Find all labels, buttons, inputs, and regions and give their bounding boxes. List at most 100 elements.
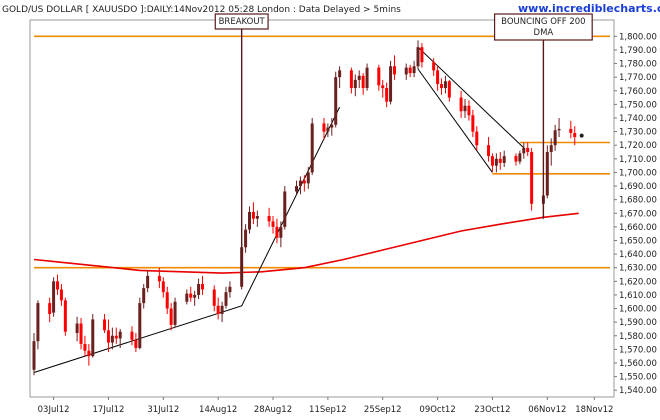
candle-body — [110, 335, 114, 343]
candle-body — [216, 305, 220, 314]
y-tick-label: 1,760.00 — [619, 87, 657, 97]
candle — [165, 286, 169, 314]
candle-body — [114, 335, 118, 339]
candle-body — [134, 339, 138, 349]
candle — [573, 126, 577, 146]
y-tick-label: 1,560.00 — [619, 359, 657, 369]
candles — [32, 40, 584, 376]
candle-body — [75, 323, 79, 334]
candle-body — [467, 105, 471, 116]
y-tick-label: 1,650.00 — [619, 236, 657, 246]
candle — [530, 147, 534, 211]
candle-body — [83, 343, 87, 351]
candle — [494, 153, 498, 173]
candle-body — [283, 191, 287, 227]
candle-body — [557, 128, 561, 131]
website-link[interactable]: www.incrediblecharts.com — [518, 2, 660, 15]
candle — [549, 138, 553, 166]
candle-body — [522, 147, 526, 154]
candle-body — [79, 323, 83, 344]
candle — [91, 313, 95, 358]
candle — [349, 67, 353, 94]
candle — [420, 43, 424, 68]
candle — [32, 333, 36, 376]
x-tick-label: 03Jul12 — [38, 405, 70, 415]
candle-body — [322, 123, 326, 132]
candle-body — [502, 156, 506, 163]
y-tick-label: 1,660.00 — [619, 223, 657, 233]
candle-body — [569, 128, 573, 133]
candle — [142, 284, 146, 309]
candle — [306, 166, 310, 189]
candle — [130, 326, 134, 346]
candle-body — [302, 180, 306, 184]
candle — [377, 64, 381, 91]
candle — [157, 267, 161, 289]
candle-body — [142, 288, 146, 304]
candle-body — [185, 293, 189, 302]
candle — [114, 327, 118, 344]
candle-body — [146, 275, 150, 289]
breakout-label-box — [214, 13, 269, 30]
candle-body — [56, 281, 60, 290]
candle-body — [59, 289, 63, 301]
candle — [228, 281, 232, 298]
candle-body — [228, 286, 232, 293]
y-tick-label: 1,640.00 — [619, 250, 657, 260]
candle — [522, 142, 526, 159]
candle — [197, 278, 201, 300]
candle — [134, 333, 138, 353]
candle — [302, 175, 306, 192]
candle — [224, 286, 228, 309]
breakout-annotation: BREAKOUT — [214, 13, 269, 282]
candle-body — [436, 70, 440, 84]
candle-body — [220, 305, 224, 314]
candle — [189, 286, 193, 302]
candle-body — [200, 284, 204, 290]
candle-body — [63, 300, 67, 332]
y-tick-label: 1,720.00 — [619, 141, 657, 151]
x-tick-label: 28Aug12 — [254, 405, 292, 415]
y-tick-label: 1,780.00 — [619, 60, 657, 70]
candle-body — [310, 123, 314, 173]
candle-body — [91, 319, 95, 357]
candle — [295, 180, 299, 195]
candle-body — [212, 289, 216, 306]
moving-average-200 — [33, 212, 579, 274]
candle-body — [526, 147, 530, 153]
candle — [103, 313, 107, 334]
candle-body — [87, 350, 91, 357]
y-tick-label: 1,590.00 — [619, 318, 657, 328]
candle — [283, 186, 287, 230]
candle — [557, 117, 561, 138]
candle — [118, 328, 122, 349]
candle-body — [440, 83, 444, 89]
candle — [83, 335, 87, 357]
candle-body — [267, 215, 271, 222]
candle-body — [165, 292, 169, 309]
candle-body — [459, 97, 463, 112]
candle — [330, 117, 334, 136]
y-tick-label: 1,740.00 — [619, 114, 657, 124]
candle-body — [404, 67, 408, 75]
y-tick-label: 1,540.00 — [619, 386, 657, 396]
candle — [408, 64, 412, 78]
candle-body — [130, 331, 134, 340]
candle-body — [490, 156, 494, 166]
candle-body — [338, 70, 342, 78]
candle-body — [471, 115, 475, 132]
candle-body — [32, 341, 36, 370]
candle-body — [443, 81, 447, 89]
candle — [498, 152, 502, 170]
y-tick-label: 1,710.00 — [619, 155, 657, 165]
candle-body — [385, 88, 389, 102]
candle — [185, 289, 189, 305]
candle — [59, 284, 63, 306]
bouncing-label-text: BOUNCING OFF 200 — [501, 17, 585, 27]
candle — [334, 71, 338, 128]
candle — [447, 79, 451, 102]
candle — [298, 176, 302, 195]
x-tick-label: 06Nov12 — [528, 405, 566, 415]
candle — [56, 274, 60, 295]
